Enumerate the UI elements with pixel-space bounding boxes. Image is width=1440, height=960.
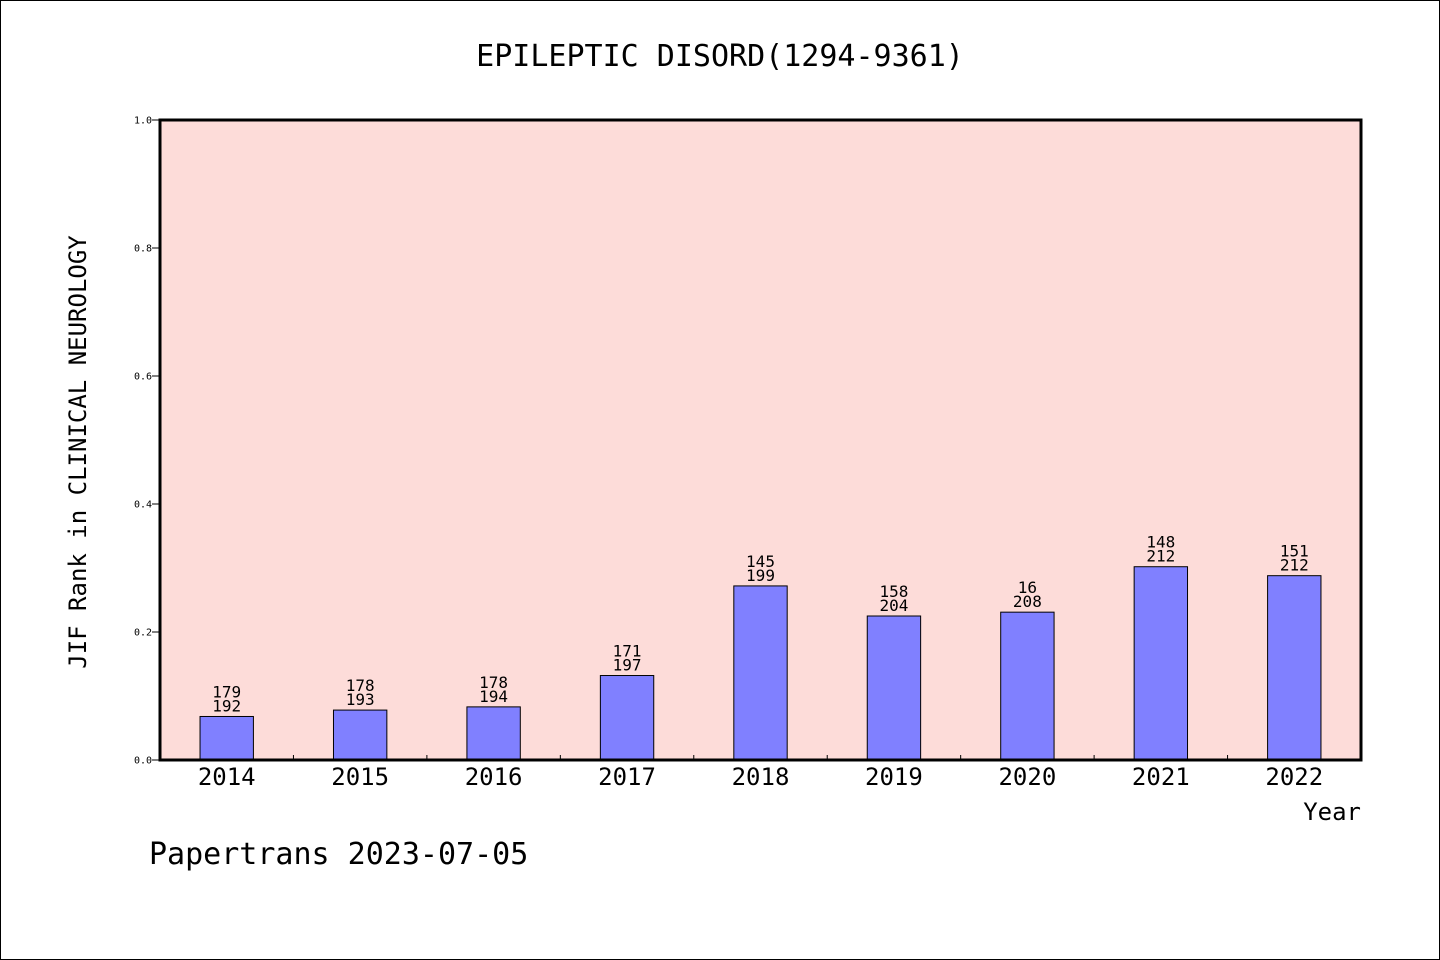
bar-label-total: 199 bbox=[746, 566, 775, 585]
x-tick-label: 2021 bbox=[1132, 763, 1190, 791]
x-axis-ticks: 2014 2015 2016 2017 2018 2019 2020 2021 2022 bbox=[198, 755, 1323, 791]
bar-label-rank: 16 bbox=[1018, 578, 1037, 597]
bar bbox=[332, 709, 388, 761]
bar-label-rank: 178 bbox=[346, 676, 375, 695]
bar-label-total: 212 bbox=[1280, 556, 1309, 575]
y-tick-label: 0.6 bbox=[134, 372, 152, 383]
bar-label-total: 208 bbox=[1013, 592, 1042, 611]
x-tick-label: 2016 bbox=[465, 763, 523, 791]
bar-label-rank: 171 bbox=[613, 642, 642, 661]
bar-labels-group: 1791921781931781941711971451991582041620… bbox=[212, 533, 1308, 716]
x-tick-label: 2019 bbox=[865, 763, 923, 791]
y-tick-label: 0.8 bbox=[134, 244, 152, 255]
y-axis-ticks: 0.0 0.2 0.4 0.6 0.8 1.0 bbox=[134, 116, 160, 767]
bar-label-rank: 145 bbox=[746, 552, 775, 571]
bar-label-rank: 158 bbox=[879, 582, 908, 601]
footer-credit: Papertrans 2023-07-05 bbox=[149, 837, 528, 872]
y-tick-label: 0.2 bbox=[134, 628, 152, 639]
x-tick-label: 2015 bbox=[331, 763, 389, 791]
y-tick-label: 0.4 bbox=[134, 500, 152, 511]
bar-label-rank: 178 bbox=[479, 673, 508, 692]
bar-label-total: 204 bbox=[879, 596, 908, 615]
y-axis-label: JIF Rank in CLINICAL NEUROLOGY bbox=[64, 235, 92, 669]
x-tick-label: 2018 bbox=[732, 763, 790, 791]
bar bbox=[1133, 566, 1189, 761]
y-tick-label: 0.0 bbox=[134, 756, 152, 767]
y-tick-label: 1.0 bbox=[134, 116, 152, 127]
bar-label-rank: 179 bbox=[212, 682, 241, 701]
bar bbox=[1267, 575, 1322, 761]
bar-label-rank: 148 bbox=[1146, 533, 1175, 552]
bar-label-total: 212 bbox=[1146, 547, 1175, 566]
x-tick-label: 2020 bbox=[998, 763, 1056, 791]
bar bbox=[199, 715, 254, 761]
x-axis-label: Year bbox=[1303, 798, 1361, 826]
x-tick-label: 2014 bbox=[198, 763, 256, 791]
bar-label-total: 192 bbox=[212, 696, 241, 715]
bar bbox=[466, 706, 521, 761]
bars-group bbox=[199, 566, 1322, 761]
bar-label-total: 194 bbox=[479, 687, 508, 706]
plot-border bbox=[158, 118, 1363, 762]
chart-title: EPILEPTIC DISORD(1294-9361) bbox=[476, 39, 964, 74]
x-tick-label: 2017 bbox=[598, 763, 656, 791]
bar-label-total: 193 bbox=[346, 690, 375, 709]
bar-label-total: 197 bbox=[613, 656, 642, 675]
bar bbox=[599, 675, 655, 761]
bar bbox=[866, 615, 922, 761]
bar-label-rank: 151 bbox=[1280, 542, 1309, 561]
bar bbox=[1000, 611, 1055, 761]
bar bbox=[733, 585, 788, 761]
x-tick-label: 2022 bbox=[1265, 763, 1323, 791]
